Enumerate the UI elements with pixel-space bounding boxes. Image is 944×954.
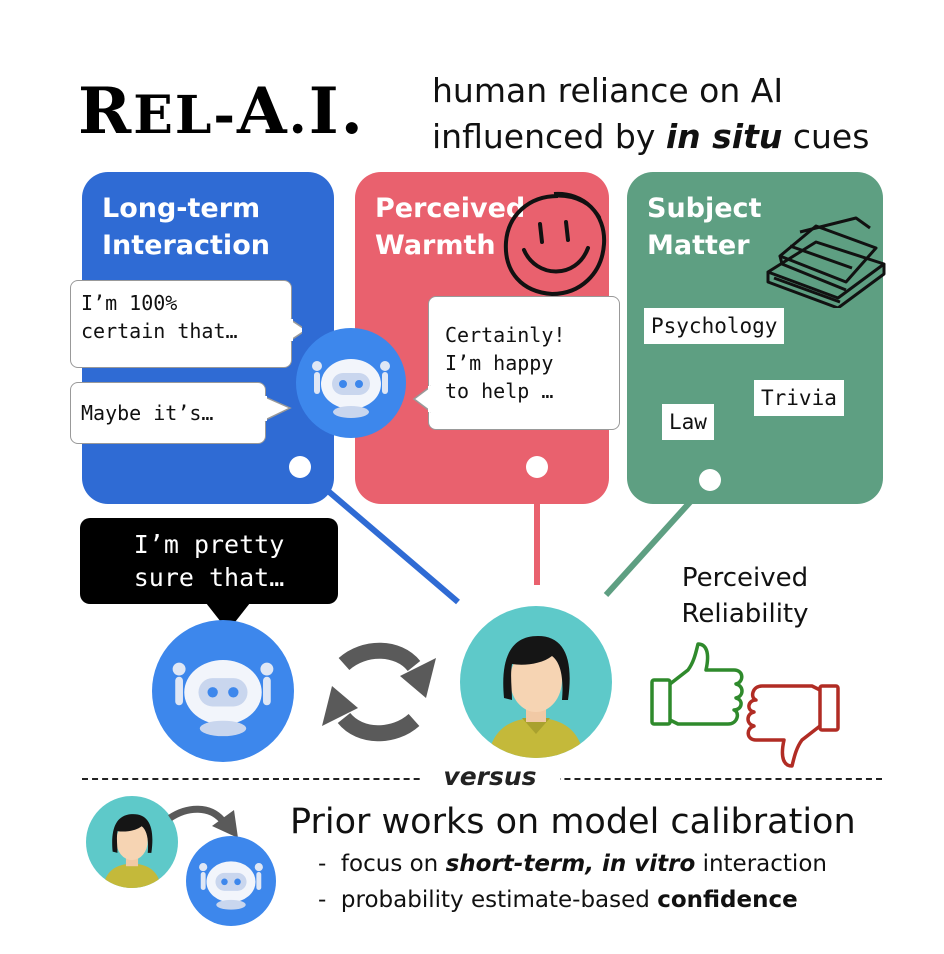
thumbs-up-icon [650, 642, 744, 726]
robot-icon [152, 620, 294, 762]
diagram-subtitle: human reliance on AI influenced by in si… [432, 68, 869, 160]
green-dot [699, 469, 721, 491]
bubble-line: certain that… [81, 319, 238, 343]
prior-item-text: probability estimate-based [340, 887, 658, 913]
diagram-title: REL-A.I. [78, 80, 365, 144]
bubble-line: to help … [445, 379, 554, 403]
speech-bubble-certain: I’m 100% certain that… [70, 280, 292, 368]
panel-title-line: Warmth [375, 230, 496, 261]
robot-icon [186, 836, 276, 926]
tag-law: Law [662, 404, 714, 440]
subtitle-line-2: influenced by in situ cues [432, 114, 869, 160]
cycle-arrows-icon [322, 642, 436, 742]
ai-bubble-line: sure that… [133, 563, 285, 592]
blue-dot [289, 456, 311, 478]
ai-bubble-line: I’m pretty [133, 530, 285, 559]
books-icon [766, 216, 886, 308]
title-dot-1: . [288, 85, 309, 146]
robot-icon [296, 328, 406, 438]
speech-bubble-maybe: Maybe it’s… [70, 382, 266, 444]
panel-title-warmth: Perceived Warmth [375, 190, 615, 264]
arrow-icon [168, 805, 238, 838]
title-letter-a: A [236, 74, 289, 149]
tag-psychology: Psychology [644, 308, 785, 344]
versus-label: versus [420, 762, 560, 791]
prior-item-text: focus on [340, 851, 446, 877]
bubble-line: Maybe it’s… [81, 401, 214, 425]
bubble-tail-warmth [412, 385, 434, 413]
bubble-line: I’m 100% [81, 291, 178, 315]
reliability-line: Reliability [681, 599, 809, 629]
person-avatar-icon [86, 796, 178, 888]
perceived-reliability-label: Perceived Reliability [650, 560, 840, 632]
bubble-tails-blue [263, 318, 302, 422]
subtitle-pre: influenced by [432, 117, 666, 156]
ai-bubble-tail [206, 603, 250, 631]
red-dot [526, 456, 548, 478]
panel-title-line: Perceived [375, 193, 526, 224]
prior-item-2: - probability estimate-based confidence [318, 887, 798, 913]
prior-item-1: - focus on short-term, in vitro interact… [318, 851, 827, 877]
title-letters-el: EL- [133, 85, 237, 146]
panel-title-line: Subject [647, 193, 762, 224]
ai-speech-bubble: I’m pretty sure that… [80, 518, 338, 604]
prior-item-emphasis: short-term, in vitro [445, 851, 696, 877]
subtitle-line-1: human reliance on AI [432, 71, 784, 110]
speech-bubble-warmth: Certainly! I’m happy to help … [428, 296, 620, 430]
title-dot-2: . [340, 74, 365, 149]
title-letter-r: R [78, 74, 134, 149]
bubble-line: Certainly! [445, 323, 566, 347]
panel-title-line: Long-term [102, 193, 261, 224]
thumbs-down-icon [746, 684, 840, 768]
prior-item-text: interaction [695, 851, 827, 877]
panel-title-subject: Subject Matter [647, 190, 887, 264]
subtitle-post: cues [782, 117, 870, 156]
panel-title-line: Interaction [102, 230, 270, 261]
tag-trivia: Trivia [754, 380, 844, 416]
bubble-line: I’m happy [445, 351, 554, 375]
panel-title-long-term: Long-term Interaction [102, 190, 342, 264]
reliability-line: Perceived [681, 563, 809, 593]
prior-item-bold: confidence [657, 887, 798, 913]
person-avatar-icon [460, 606, 612, 758]
title-letter-i: I [308, 74, 341, 149]
prior-works-title: Prior works on model calibration [290, 802, 856, 842]
panel-title-line: Matter [647, 230, 750, 261]
smiley-icon [503, 191, 607, 297]
subtitle-emphasis: in situ [665, 117, 783, 156]
